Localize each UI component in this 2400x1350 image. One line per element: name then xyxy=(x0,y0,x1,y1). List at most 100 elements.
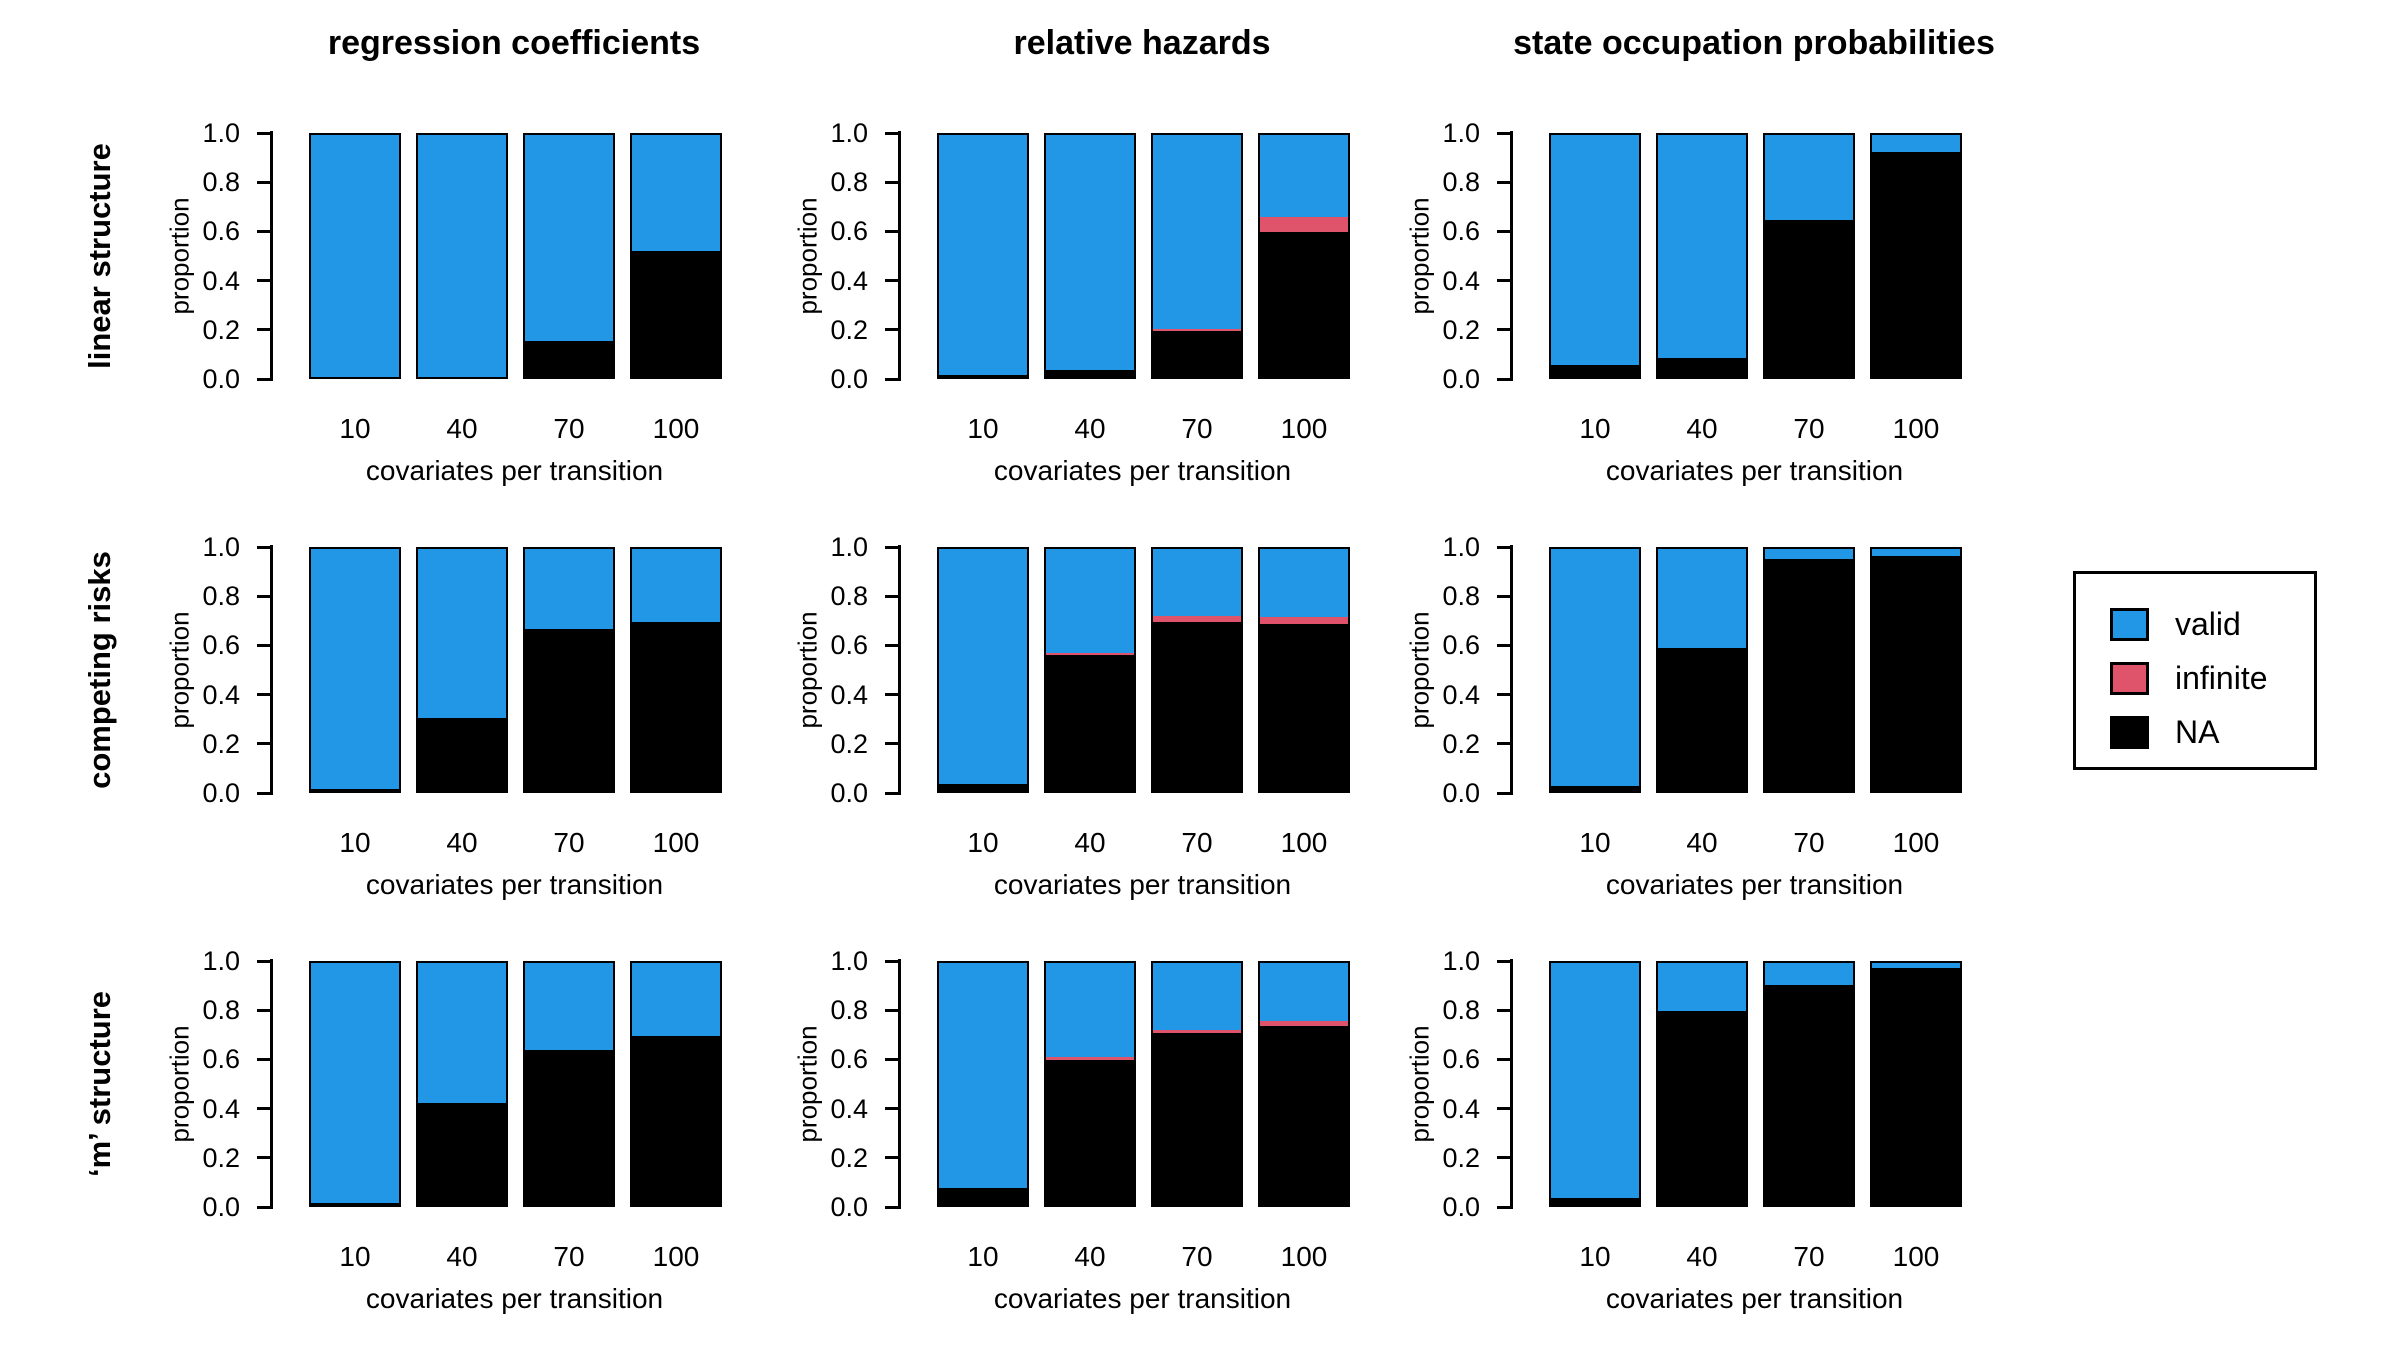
y-axis-tick xyxy=(257,229,270,233)
bar-segment-valid xyxy=(418,549,506,719)
y-tick-label: 0.0 xyxy=(830,1192,868,1222)
stacked-bar-100 xyxy=(1258,961,1350,1207)
x-tick-label: 40 xyxy=(1074,413,1106,444)
y-tick-label: 0.4 xyxy=(1442,1093,1480,1124)
y-axis-tick xyxy=(885,791,898,795)
y-axis-line xyxy=(898,131,901,381)
y-axis-tick xyxy=(1497,1008,1510,1012)
y-tick-label: 0.0 xyxy=(202,778,240,808)
y-axis-tick xyxy=(1497,1156,1510,1160)
bar-segment-na xyxy=(1872,556,1960,791)
y-axis-title: proportion xyxy=(164,197,195,315)
y-axis-title: proportion xyxy=(1404,611,1435,729)
x-axis-title: covariates per transition xyxy=(365,455,664,486)
x-axis-title: covariates per transition xyxy=(1605,455,1904,486)
legend-item-infinite: infinite xyxy=(2110,662,2314,695)
stacked-bar-10 xyxy=(309,961,401,1207)
y-axis-tick xyxy=(885,545,898,549)
bar-segment-na xyxy=(1551,786,1639,791)
bar-segment-infinite xyxy=(1260,217,1348,232)
stacked-bar-10 xyxy=(1549,547,1641,793)
y-axis-tick xyxy=(257,791,270,795)
bar-segment-valid xyxy=(1046,963,1134,1058)
x-tick-label: 70 xyxy=(1793,827,1825,858)
bar-segment-valid xyxy=(1046,549,1134,654)
x-tick-label: 40 xyxy=(1686,1241,1718,1272)
plot-area xyxy=(934,961,1351,1207)
stacked-bar-40 xyxy=(416,547,508,793)
x-tick-label: 70 xyxy=(1181,413,1213,444)
bar-segment-na xyxy=(311,788,399,791)
y-tick-label: 0.6 xyxy=(202,216,240,247)
x-tick-label: 10 xyxy=(339,1241,371,1272)
bar-segment-valid xyxy=(1153,135,1241,329)
y-axis-line xyxy=(270,959,273,1209)
bar-segment-valid xyxy=(632,549,720,622)
bar-segment-valid xyxy=(1765,135,1853,220)
bar-segment-valid xyxy=(1551,549,1639,787)
y-axis-tick xyxy=(1497,1057,1510,1061)
x-axis-title: covariates per transition xyxy=(993,869,1292,900)
y-tick-label: 0.6 xyxy=(202,630,240,661)
y-tick-label: 0.8 xyxy=(202,995,240,1026)
y-axis-title: proportion xyxy=(792,197,823,315)
chart-linear-state-occupation: 0.0 0.2 0.4 0.6 0.8 1.0 proportion 10 40 70 100 cov… xyxy=(1405,119,1963,486)
bar-segment-valid xyxy=(1551,963,1639,1198)
bar-segment-valid xyxy=(1765,549,1853,559)
x-tick-label: 70 xyxy=(1181,827,1213,858)
y-tick-label: 0.0 xyxy=(1442,364,1480,394)
bar-segment-na xyxy=(632,621,720,791)
y-axis-tick xyxy=(885,1008,898,1012)
bar-segment-na xyxy=(418,718,506,791)
y-axis-tick xyxy=(885,180,898,184)
y-axis-tick xyxy=(257,1205,270,1209)
y-axis-tick xyxy=(885,1205,898,1209)
y-tick-label: 0.0 xyxy=(830,778,868,808)
legend-label-na: NA xyxy=(2175,714,2220,750)
y-tick-label: 0.2 xyxy=(202,314,240,345)
bar-segment-infinite xyxy=(1260,1021,1348,1026)
bar-segment-valid xyxy=(1872,135,1960,152)
plot-area xyxy=(306,547,723,793)
y-tick-label: 1.0 xyxy=(830,118,868,148)
x-tick-label: 100 xyxy=(652,413,700,444)
x-tick-label: 10 xyxy=(1579,1241,1611,1272)
y-tick-label: 0.0 xyxy=(1442,778,1480,808)
y-tick-label: 0.4 xyxy=(202,679,240,710)
chart-linear-relative-hazards: 0.0 0.2 0.4 0.6 0.8 1.0 proportion 10 40 70 100 cov… xyxy=(793,119,1351,486)
y-axis-tick xyxy=(885,594,898,598)
plot-area xyxy=(934,547,1351,793)
y-tick-label: 0.2 xyxy=(830,314,868,345)
column-title-state-occupation-probabilities: state occupation probabilities xyxy=(1513,24,1995,62)
stacked-bar-70 xyxy=(523,961,615,1207)
x-tick-label: 100 xyxy=(1280,413,1328,444)
chart-m-relative-hazards: 0.0 0.2 0.4 0.6 0.8 1.0 proportion 10 40 70 100 cov… xyxy=(793,947,1351,1314)
x-tick-label: 10 xyxy=(339,413,371,444)
y-tick-label: 1.0 xyxy=(202,946,240,976)
stacked-bar-70 xyxy=(1151,547,1243,793)
y-tick-label: 0.2 xyxy=(1442,314,1480,345)
stacked-bar-100 xyxy=(630,547,722,793)
y-axis-tick xyxy=(885,959,898,963)
y-axis-title: proportion xyxy=(792,1025,823,1143)
legend-label-infinite: infinite xyxy=(2175,660,2268,696)
stacked-bar-70 xyxy=(1763,547,1855,793)
bar-segment-valid xyxy=(939,963,1027,1189)
bar-segment-valid xyxy=(525,135,613,341)
x-tick-label: 40 xyxy=(1074,1241,1106,1272)
y-tick-label: 0.6 xyxy=(1442,1044,1480,1075)
bar-segment-infinite xyxy=(1260,616,1348,625)
bar-segment-valid xyxy=(1260,963,1348,1022)
y-axis-title: proportion xyxy=(1404,1025,1435,1143)
y-tick-label: 0.6 xyxy=(202,1044,240,1075)
y-tick-label: 1.0 xyxy=(202,118,240,148)
x-tick-label: 70 xyxy=(1181,1241,1213,1272)
bar-segment-valid xyxy=(525,963,613,1051)
y-tick-label: 1.0 xyxy=(830,532,868,562)
bar-segment-infinite xyxy=(1153,615,1241,622)
stacked-bar-100 xyxy=(630,133,722,379)
bar-segment-valid xyxy=(311,549,399,789)
bar-segment-na xyxy=(525,1050,613,1205)
x-axis-title: covariates per transition xyxy=(365,1283,664,1314)
stacked-bar-40 xyxy=(416,133,508,379)
